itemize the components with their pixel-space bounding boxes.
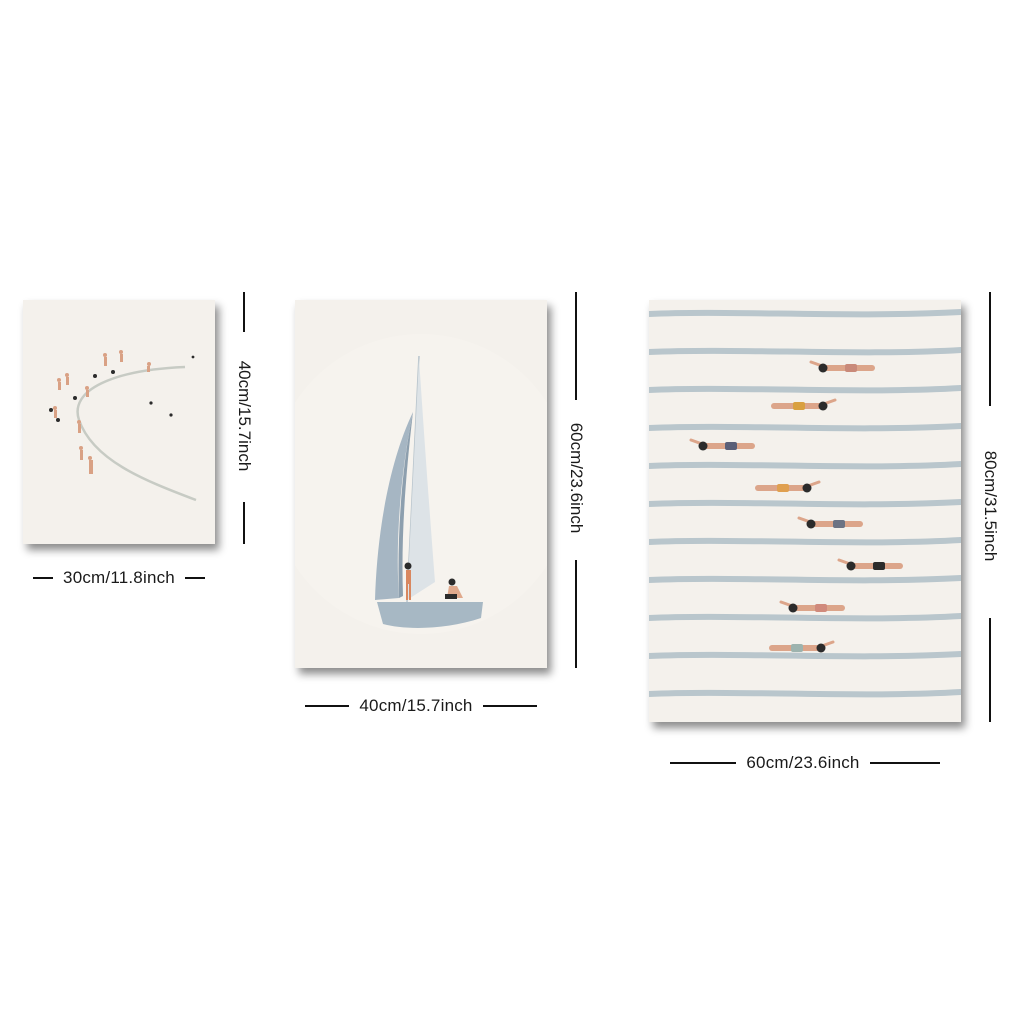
poster-swimmers bbox=[649, 300, 961, 722]
poster-3-height-label: 80cm/31.5inch bbox=[981, 450, 1000, 562]
poster-sailboat bbox=[295, 300, 547, 668]
poster-3-width-label: 60cm/23.6inch bbox=[746, 753, 860, 772]
poster-2-height-dimension: 60cm/23.6inch bbox=[564, 292, 588, 668]
poster-beach-curve bbox=[23, 300, 215, 544]
swimmer-figure bbox=[809, 360, 875, 373]
poster-2-width-label: 40cm/15.7inch bbox=[359, 696, 473, 715]
poster-1-width-label: 30cm/11.8inch bbox=[63, 568, 175, 587]
swimmer-figure bbox=[837, 558, 903, 571]
poster-1-width-dimension: 30cm/11.8inch bbox=[23, 566, 215, 590]
swimmer-figure bbox=[689, 438, 755, 451]
poster-3-height-dimension: 80cm/31.5inch bbox=[978, 292, 1002, 722]
swimmer-figure bbox=[779, 600, 845, 613]
swimmer-figure bbox=[769, 640, 835, 653]
swimmer-figure bbox=[771, 398, 837, 411]
poster-3-width-dimension: 60cm/23.6inch bbox=[652, 751, 958, 775]
swimmer-figure bbox=[797, 516, 863, 529]
swimmers-illustration bbox=[649, 309, 961, 698]
poster-1-height-label: 40cm/15.7inch bbox=[235, 360, 254, 472]
sailboat-illustration bbox=[295, 334, 547, 634]
swimmer-figure bbox=[755, 480, 821, 493]
poster-2-height-label: 60cm/23.6inch bbox=[567, 422, 586, 534]
poster-2-width-dimension: 40cm/15.7inch bbox=[295, 694, 547, 718]
poster-1-height-dimension: 40cm/15.7inch bbox=[232, 292, 256, 544]
beach-curve-illustration bbox=[49, 350, 197, 502]
